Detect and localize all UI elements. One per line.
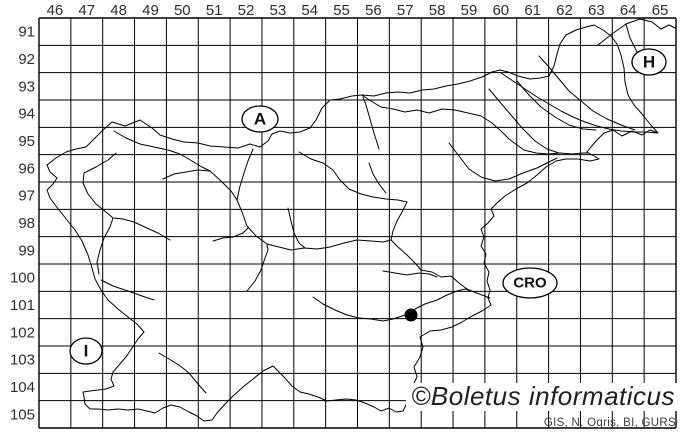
- river-line: [538, 55, 636, 131]
- river-line: [162, 169, 211, 180]
- river-line: [82, 152, 117, 275]
- x-axis-label: 61: [524, 2, 541, 19]
- x-axis-label: 55: [333, 2, 350, 19]
- river-line: [298, 151, 408, 241]
- occurrence-dot: [404, 308, 418, 322]
- river-line: [209, 170, 491, 299]
- y-axis-label: 102: [10, 324, 35, 341]
- country-ellipse-A: [241, 105, 279, 133]
- river-line: [362, 96, 380, 150]
- river-line: [287, 207, 306, 249]
- y-axis-label: 98: [18, 215, 35, 232]
- y-axis-label: 94: [18, 106, 35, 123]
- watermark-text: ©Boletus informaticus: [406, 383, 678, 411]
- country-label-CRO: CRO: [513, 275, 547, 292]
- river-line: [597, 18, 676, 46]
- river-line: [236, 148, 254, 201]
- river-line: [516, 80, 597, 131]
- country-label-A: A: [254, 110, 266, 129]
- country-ellipse-H: [631, 48, 667, 76]
- country-ellipse-I: [69, 337, 103, 365]
- x-axis-label: 48: [110, 2, 127, 19]
- x-axis-label: 63: [588, 2, 605, 19]
- y-axis-label: 105: [10, 406, 35, 423]
- river-line: [158, 352, 207, 394]
- country-border-line: [46, 24, 659, 422]
- x-axis-label: 49: [142, 2, 159, 19]
- river-line: [488, 88, 560, 154]
- y-axis-label: 91: [18, 24, 35, 41]
- y-axis-label: 96: [18, 160, 35, 177]
- country-label-H: H: [643, 53, 655, 72]
- attribution-text: GIS, N. Ogris, BI, GURS: [543, 417, 676, 429]
- x-axis-label: 52: [238, 2, 255, 19]
- country-ellipse-CRO: [502, 267, 558, 299]
- river-line: [212, 227, 249, 242]
- x-axis-label: 47: [78, 2, 95, 19]
- x-axis-label: 54: [301, 2, 318, 19]
- x-axis-label: 56: [365, 2, 382, 19]
- y-axis-label: 101: [10, 297, 35, 314]
- x-axis-label: 58: [429, 2, 446, 19]
- river-line: [113, 130, 211, 172]
- x-axis-label: 65: [652, 2, 669, 19]
- x-axis-label: 53: [270, 2, 287, 19]
- y-axis-label: 97: [18, 188, 35, 205]
- river-line: [113, 217, 171, 241]
- y-axis-label: 92: [18, 51, 35, 68]
- river-line: [500, 72, 658, 134]
- y-axis-label: 93: [18, 78, 35, 95]
- river-line: [361, 94, 589, 155]
- x-axis-label: 59: [461, 2, 478, 19]
- river-line: [312, 288, 472, 322]
- country-label-I: I: [84, 342, 89, 361]
- x-axis-label: 50: [174, 2, 191, 19]
- x-axis-label: 57: [397, 2, 414, 19]
- river-line: [382, 270, 438, 278]
- x-axis-label: 62: [556, 2, 573, 19]
- river-line: [448, 142, 558, 182]
- river-line: [246, 244, 269, 292]
- y-axis-label: 104: [10, 379, 35, 396]
- river-line: [100, 279, 155, 301]
- x-axis-label: 64: [620, 2, 637, 19]
- y-axis-label: 99: [18, 242, 35, 259]
- y-axis-label: 103: [10, 352, 35, 369]
- x-axis-label: 60: [492, 2, 509, 19]
- y-axis-label: 100: [10, 270, 35, 287]
- y-axis-label: 95: [18, 133, 35, 150]
- x-axis-label: 51: [206, 2, 223, 19]
- river-line: [368, 162, 387, 194]
- x-axis-label: 46: [47, 2, 64, 19]
